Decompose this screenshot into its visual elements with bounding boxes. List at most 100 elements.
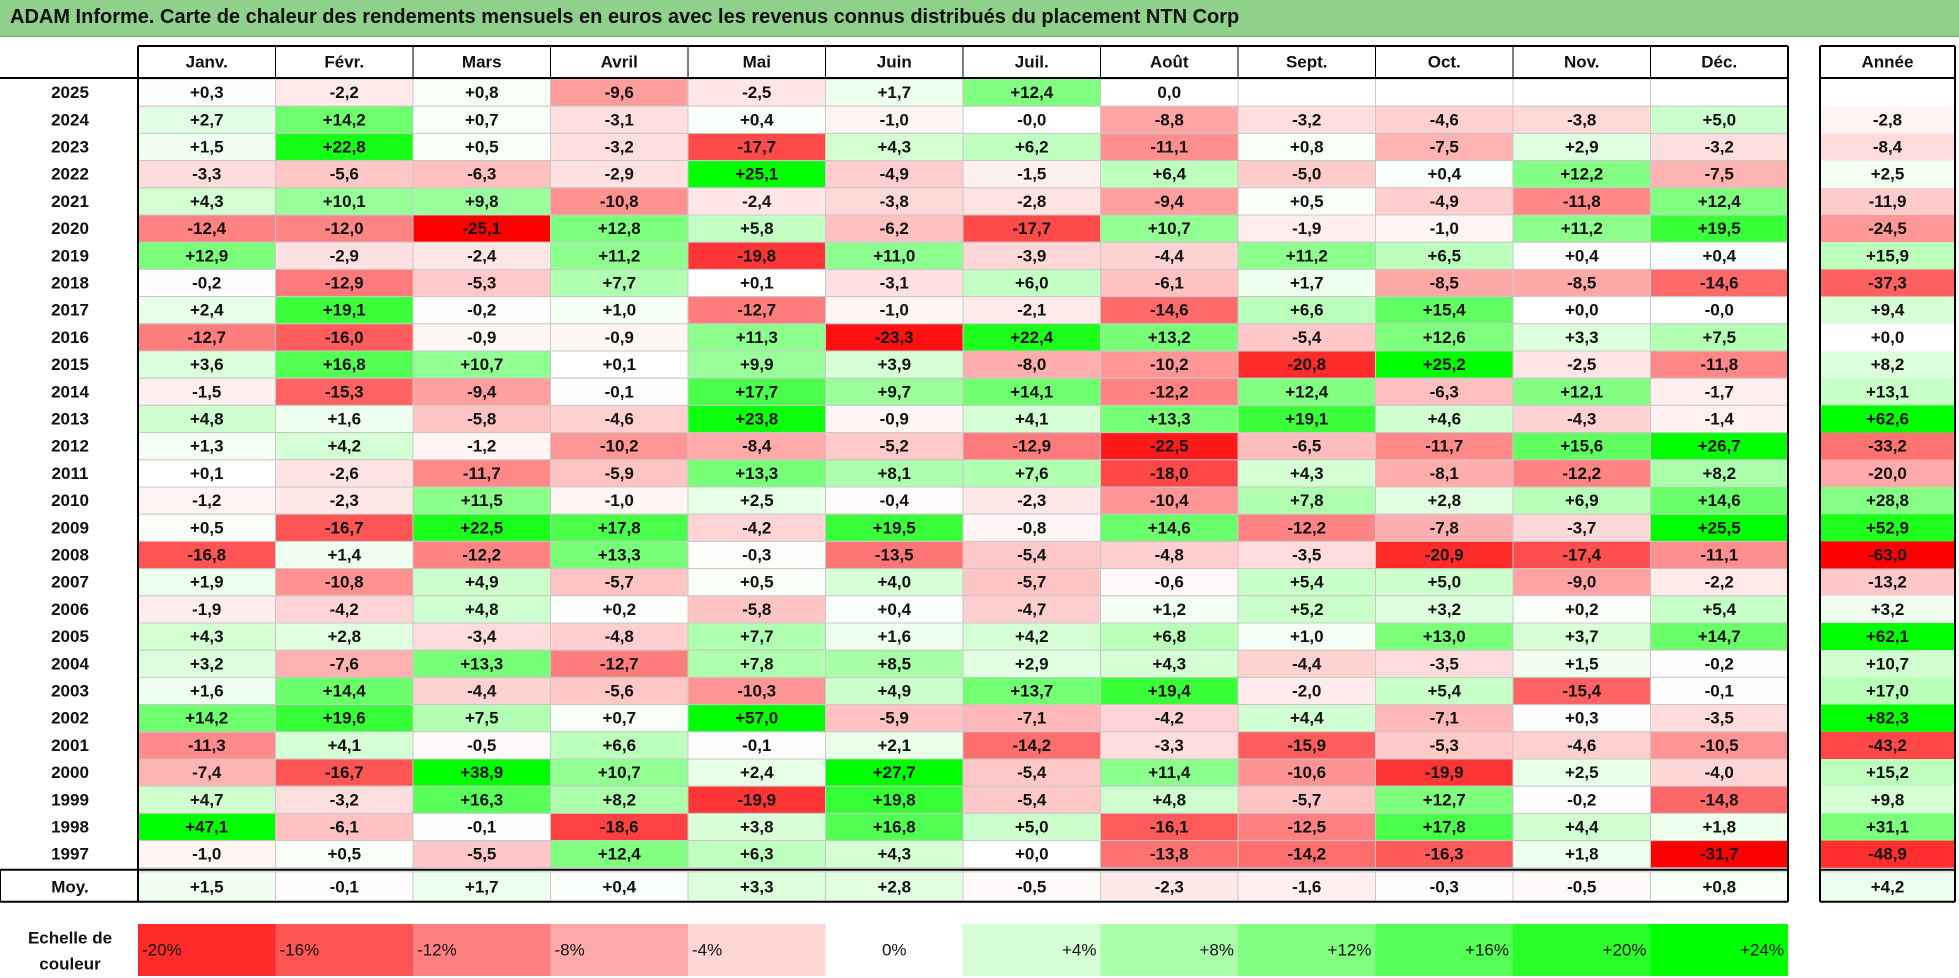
heatmap-cell [1375, 622, 1514, 651]
heatmap-cell [687, 622, 826, 651]
cell-value: -5,0 [1292, 165, 1321, 184]
heatmap-cell [1512, 513, 1651, 542]
heatmap-cell [1100, 812, 1239, 842]
cell-value: +12,4 [1010, 83, 1054, 102]
cell-value: -3,1 [880, 274, 909, 293]
cell-value: -5,4 [1017, 546, 1047, 565]
year-cell [1820, 568, 1955, 596]
year-column-header: Année [1862, 53, 1914, 72]
heatmap-cell [137, 840, 276, 869]
cell-value: +4,4 [1565, 818, 1599, 837]
heatmap-cell [825, 350, 964, 379]
cell-value: +22,5 [460, 518, 503, 537]
cell-value: +22,8 [323, 138, 366, 157]
heatmap-cell [137, 540, 276, 570]
heatmap-cell [962, 241, 1101, 270]
row-label: 2020 [51, 219, 89, 238]
year-cell [1820, 160, 1955, 188]
heatmap-cell [1375, 105, 1514, 134]
cell-value: +4,0 [877, 573, 911, 592]
cell-value: -3,5 [1292, 546, 1321, 565]
cell-value: -3,5 [1705, 709, 1734, 728]
column-header: Nov. [1564, 53, 1600, 72]
cell-value: +17,8 [598, 518, 641, 537]
year-value: +62,1 [1866, 627, 1909, 646]
heatmap-cell [1100, 214, 1239, 243]
average-value: +2,8 [877, 877, 911, 896]
cell-value: +4,3 [1290, 464, 1324, 483]
heatmap-cell [1237, 160, 1376, 189]
cell-value: +19,5 [873, 518, 916, 537]
scale-value: +24% [1740, 941, 1784, 960]
cell-value: +0,8 [465, 83, 499, 102]
cell-value: +1,5 [1565, 654, 1599, 673]
heatmap-cell [550, 840, 689, 869]
heatmap-cell [275, 731, 414, 760]
cell-value: +7,8 [1290, 491, 1324, 510]
row-label: 2004 [51, 654, 89, 673]
average-cell [550, 871, 689, 903]
average-cell [687, 871, 826, 903]
average-cell [825, 871, 964, 903]
year-value: -2,8 [1873, 110, 1902, 129]
cell-value: -1,7 [1705, 382, 1734, 401]
cell-value: -12,9 [325, 274, 364, 293]
column-header: Août [1150, 53, 1189, 72]
heatmap-cell [1375, 296, 1514, 325]
heatmap-cell [1375, 486, 1514, 515]
heatmap-cell [275, 540, 414, 570]
cell-value: +4,6 [1427, 410, 1461, 429]
cell-value: -4,9 [880, 165, 909, 184]
year-value: -33,2 [1868, 437, 1907, 456]
heatmap-cell [825, 758, 964, 787]
heatmap-cell [412, 595, 551, 624]
heatmap-cell [1100, 241, 1239, 270]
cell-value: -3,3 [192, 165, 221, 184]
heatmap-cell [1512, 78, 1651, 107]
row-label: 2009 [51, 518, 89, 537]
heatmap-cell [1650, 704, 1789, 733]
cell-value: +12,8 [598, 219, 641, 238]
heatmap-cell [550, 785, 689, 814]
heatmap-cell [1650, 404, 1789, 434]
row-label: 2012 [51, 437, 89, 456]
cell-value: -0,9 [605, 328, 634, 347]
heatmap-cell [687, 840, 826, 869]
cell-value: +0,1 [740, 274, 774, 293]
scale-swatch [275, 924, 413, 976]
cell-value: -4,9 [1430, 192, 1459, 211]
heatmap-cell [962, 840, 1101, 869]
cell-value: +2,1 [877, 736, 911, 755]
cell-value: +16,8 [323, 355, 366, 374]
cell-value: +1,5 [190, 138, 224, 157]
cell-value: +4,9 [877, 682, 911, 701]
heatmap-cell [275, 486, 414, 515]
heatmap-cell [1100, 268, 1239, 298]
cell-value: +13,3 [598, 546, 641, 565]
cell-value: -13,5 [875, 546, 914, 565]
cell-value: -1,2 [467, 437, 496, 456]
column-header: Juin [877, 53, 912, 72]
cell-value: -15,9 [1287, 736, 1326, 755]
cell-value: -2,2 [330, 83, 359, 102]
scale-swatch [1375, 924, 1513, 976]
cell-value: +1,2 [1152, 600, 1186, 619]
year-value: +9,8 [1871, 790, 1905, 809]
year-value: +17,0 [1866, 682, 1909, 701]
average-year-value: +4,2 [1871, 877, 1905, 896]
cell-value: -1,4 [1705, 410, 1735, 429]
heatmap-cell [687, 296, 826, 325]
cell-value: +47,1 [185, 818, 228, 837]
cell-value: +7,5 [465, 709, 499, 728]
heatmap-cell [1650, 840, 1789, 869]
row-label: 2018 [51, 274, 89, 293]
cell-value: +5,8 [740, 219, 774, 238]
year-cell [1820, 541, 1955, 569]
cell-value: -17,7 [737, 138, 776, 157]
cell-value: -31,7 [1700, 845, 1739, 864]
heatmap-cell [825, 540, 964, 570]
cell-value: +13,2 [1148, 328, 1191, 347]
heatmap-cell [1650, 595, 1789, 624]
scale-swatch [825, 924, 963, 976]
